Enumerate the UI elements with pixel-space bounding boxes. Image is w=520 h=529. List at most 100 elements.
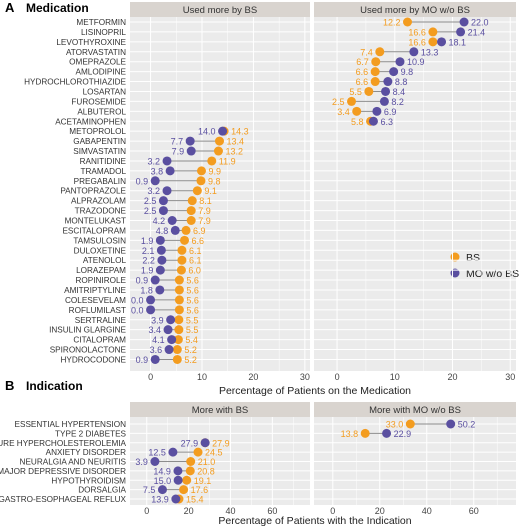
point-mo [146, 305, 156, 315]
data-label-mo: 6.3 [380, 117, 393, 127]
point-mo [372, 106, 382, 116]
data-label-mo: 12.5 [148, 448, 166, 458]
data-label-mo: 0.0 [131, 295, 144, 305]
point-bs [174, 285, 184, 295]
data-label-mo: 3.9 [151, 315, 164, 325]
data-label-bs: 13.2 [225, 147, 243, 157]
point-mo [170, 225, 180, 235]
y-tick-label: LISINOPRIL [81, 28, 126, 37]
y-tick-label: OMEPRAZOLE [69, 58, 126, 67]
data-label-bs: 5.2 [184, 355, 197, 365]
point-bs [177, 245, 187, 255]
data-label-mo: 9.8 [401, 67, 414, 77]
point-mo [456, 27, 466, 37]
point-mo [389, 67, 399, 77]
point-mo [200, 438, 210, 448]
data-label-bs: 33.0 [386, 420, 404, 430]
facet-a-right-strip [314, 2, 516, 17]
point-bs [196, 166, 206, 176]
y-tick-label: HYDROCHLOROTHIAZIDE [24, 78, 126, 87]
data-label-mo: 4.2 [153, 216, 166, 226]
point-mo [157, 485, 167, 495]
data-label-mo: 8.2 [391, 97, 404, 107]
point-bs [370, 77, 380, 87]
point-bs [174, 325, 184, 335]
data-label-mo: 10.9 [407, 57, 425, 67]
point-mo [168, 447, 178, 457]
point-bs [182, 475, 192, 485]
y-tick-label: ALBUTEROL [77, 107, 126, 116]
panel-a-letter: A [5, 0, 15, 15]
y-tick-label: DORSALGIA [78, 486, 126, 495]
data-label-mo: 8.8 [395, 77, 408, 87]
point-bs [176, 265, 186, 275]
data-label-bs: 5.5 [186, 315, 199, 325]
data-label-bs: 7.9 [198, 206, 211, 216]
y-tick-label: SERTRALINE [75, 316, 127, 325]
point-bs [174, 315, 184, 325]
data-label-bs: 19.1 [194, 476, 212, 486]
data-label-mo: 6.9 [384, 107, 397, 117]
point-bs [187, 196, 197, 206]
data-label-bs: 6.1 [189, 256, 202, 266]
x-tick-label: 20 [248, 372, 258, 382]
y-tick-label: ROFLUMILAST [69, 306, 126, 315]
point-bs [185, 466, 195, 476]
data-label-mo: 18.1 [449, 37, 467, 47]
x-tick-label: 30 [300, 372, 310, 382]
data-label-bs: 5.6 [186, 276, 199, 286]
point-bs [213, 146, 223, 156]
point-mo [173, 466, 183, 476]
y-tick-label: METOPROLOL [69, 127, 126, 136]
y-tick-label: ACETAMINOPHEN [55, 117, 126, 126]
point-bs [173, 335, 183, 345]
y-tick-label: PANTOPRAZOLE [60, 187, 126, 196]
data-label-mo: 3.6 [150, 345, 163, 355]
point-mo [437, 37, 447, 47]
data-label-mo: 13.3 [421, 47, 439, 57]
y-tick-label: ANXIETY DISORDER [46, 448, 126, 457]
y-tick-label: ATENOLOL [83, 256, 127, 265]
x-tick-label: 30 [505, 372, 515, 382]
point-bs [371, 57, 381, 67]
data-label-mo: 4.1 [152, 335, 165, 345]
y-tick-label: TRAMADOL [81, 167, 127, 176]
legend-mo-label: MO w/o BS [466, 268, 519, 280]
point-mo [173, 475, 183, 485]
y-tick-label: RANITIDINE [80, 157, 127, 166]
facet-a-right-title: Used more by MO w/o BS [360, 5, 470, 16]
point-mo [155, 235, 165, 245]
y-tick-label: LORAZEPAM [76, 266, 126, 275]
y-tick-label: LOSARTAN [83, 87, 126, 96]
data-label-bs: 11.9 [219, 156, 236, 166]
data-label-mo: 50.2 [458, 420, 476, 430]
point-bs [193, 447, 203, 457]
point-bs [181, 225, 191, 235]
y-tick-label: DULOXETINE [74, 246, 127, 255]
x-axis-label-a: Percentage of Patients on the Medication [219, 385, 411, 397]
data-label-bs: 5.4 [185, 335, 198, 345]
point-mo [163, 325, 173, 335]
data-label-bs: 24.5 [205, 448, 223, 458]
data-label-mo: 21.4 [468, 27, 486, 37]
y-tick-label: HYPOTHYROIDISM [51, 476, 126, 485]
data-label-mo: 7.9 [172, 147, 185, 157]
point-mo [368, 116, 378, 126]
point-bs [177, 255, 187, 265]
data-label-mo: 0.9 [136, 176, 149, 186]
point-mo [156, 245, 166, 255]
data-label-bs: 6.6 [356, 77, 369, 87]
data-label-bs: 6.7 [356, 57, 369, 67]
data-label-mo: 3.4 [149, 325, 162, 335]
point-bs [172, 345, 182, 355]
y-tick-label: PREGABALIN [74, 177, 126, 186]
data-label-mo: 2.2 [142, 256, 155, 266]
point-mo [162, 156, 172, 166]
data-label-bs: 7.9 [198, 216, 211, 226]
point-bs [196, 176, 206, 186]
point-bs [375, 47, 385, 57]
point-mo [383, 77, 393, 87]
data-label-mo: 22.0 [471, 18, 489, 28]
point-bs [186, 206, 196, 216]
facet-a-right-panel [314, 17, 516, 371]
